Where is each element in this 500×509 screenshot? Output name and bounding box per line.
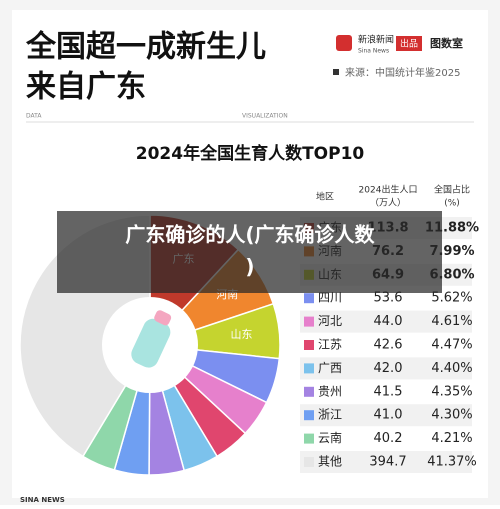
births: 394.7 bbox=[369, 455, 406, 470]
footer: SINA NEWS bbox=[20, 496, 65, 504]
births: 53.6 bbox=[374, 291, 403, 306]
births: 42.6 bbox=[374, 338, 403, 353]
share: 4.40% bbox=[431, 361, 472, 376]
row-band bbox=[300, 404, 472, 427]
row-swatch bbox=[304, 410, 314, 421]
region: 其他 bbox=[318, 455, 342, 469]
row-band bbox=[300, 357, 472, 380]
studio: 图数室 bbox=[430, 36, 463, 50]
column-header: （万人） bbox=[370, 198, 406, 209]
column-header: 全国占比 bbox=[434, 184, 470, 196]
brand-logo bbox=[336, 35, 352, 51]
slice-label: 山东 bbox=[230, 328, 252, 341]
title-line: 来自广东 bbox=[26, 70, 146, 105]
row-band bbox=[300, 451, 472, 473]
source-bullet bbox=[333, 69, 339, 75]
region: 贵州 bbox=[318, 384, 342, 398]
produced: 出品 bbox=[400, 38, 418, 50]
overlay-text: ) bbox=[245, 255, 254, 279]
row-swatch bbox=[304, 316, 314, 327]
row-swatch bbox=[304, 363, 314, 374]
row-swatch bbox=[304, 340, 314, 350]
share: 4.21% bbox=[431, 431, 472, 446]
title-line: 全国超一成新生儿 bbox=[25, 30, 266, 65]
share: 41.37% bbox=[427, 455, 477, 470]
births: 42.0 bbox=[374, 361, 403, 376]
source: 来源：中国统计年鉴2025 bbox=[345, 66, 460, 79]
column-header: (%) bbox=[444, 199, 460, 209]
births: 41.5 bbox=[374, 384, 403, 399]
row-swatch bbox=[304, 457, 314, 467]
share: 4.30% bbox=[431, 408, 472, 423]
births: 44.0 bbox=[374, 314, 403, 329]
region: 云南 bbox=[318, 430, 342, 445]
chart-title: 2024年全国生育人数TOP10 bbox=[136, 143, 365, 164]
row-swatch bbox=[304, 293, 314, 304]
region: 河北 bbox=[318, 314, 342, 328]
column-header: 2024出生人口 bbox=[359, 184, 418, 196]
births: 41.0 bbox=[374, 408, 403, 423]
bottle-icon bbox=[131, 318, 171, 368]
data-tag: DATA bbox=[26, 113, 42, 120]
row-band bbox=[300, 310, 472, 333]
overlay-band bbox=[57, 211, 442, 293]
region: 江苏 bbox=[318, 338, 342, 352]
region: 浙江 bbox=[318, 408, 342, 422]
region: 四川 bbox=[318, 291, 342, 305]
column-header: 地区 bbox=[316, 191, 334, 203]
row-swatch bbox=[304, 386, 314, 397]
bottle-cap bbox=[154, 310, 172, 326]
vis-tag: VISUALIZATION bbox=[242, 113, 288, 120]
share: 5.62% bbox=[431, 291, 472, 306]
share: 4.35% bbox=[431, 384, 472, 399]
region: 广西 bbox=[318, 361, 342, 375]
share: 4.47% bbox=[431, 338, 472, 353]
row-swatch bbox=[304, 433, 314, 444]
share: 4.61% bbox=[431, 314, 472, 329]
brand-en: Sina News bbox=[358, 48, 389, 55]
births: 40.2 bbox=[374, 431, 403, 446]
brand: 新浪新闻 bbox=[358, 34, 394, 46]
produced-badge bbox=[396, 36, 422, 51]
overlay-text: 广东确诊的人(广东确诊人数 bbox=[125, 223, 375, 247]
